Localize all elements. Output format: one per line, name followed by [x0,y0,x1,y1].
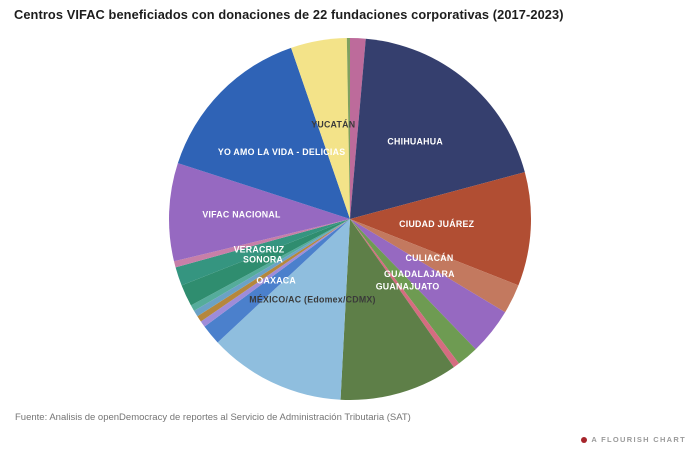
pie-slice-guadalajara[interactable] [350,219,506,350]
pie-slice-segment-20[interactable] [346,38,350,219]
flourish-attribution-label: A FLOURISH CHART [591,435,686,444]
pie-slice-veracruz[interactable] [175,219,350,286]
pie-slice-segment-7[interactable] [340,219,454,400]
pie-slice-m-xico-ac-edomex-cdmx[interactable] [217,219,350,400]
pie-slice-culiac-n[interactable] [350,219,519,313]
pie-slice-guanajuato[interactable] [350,219,476,364]
pie-slices-group [169,38,532,400]
pie-slice-sonora[interactable] [181,219,350,306]
pie-slice-chihuahua[interactable] [350,38,525,219]
pie-slice-segment-12[interactable] [194,219,350,317]
pie-slice-oaxaca[interactable] [204,219,351,343]
pie-slice-yucat-n[interactable] [291,38,350,219]
pie-slice-segment-10[interactable] [200,219,350,327]
pie-slice-segment-6[interactable] [350,219,459,368]
pie-slice-segment-11[interactable] [197,219,350,322]
flourish-logo-icon [581,436,588,443]
pie-slice-ciudad-ju-rez[interactable] [350,172,532,286]
pie-slice-segment-13[interactable] [190,219,350,311]
flourish-attribution[interactable]: A FLOURISH CHART [581,435,686,444]
pie-slice-yo-amo-la-vida-delicias[interactable] [177,47,350,219]
pie-slice-vifac-nacional[interactable] [169,163,350,262]
chart-title: Centros VIFAC beneficiados con donacione… [14,7,564,22]
pie-slice-segment-0[interactable] [350,38,366,219]
pie-slice-segment-16[interactable] [174,219,350,268]
source-note: Fuente: Analisis de openDemocracy de rep… [15,412,411,423]
